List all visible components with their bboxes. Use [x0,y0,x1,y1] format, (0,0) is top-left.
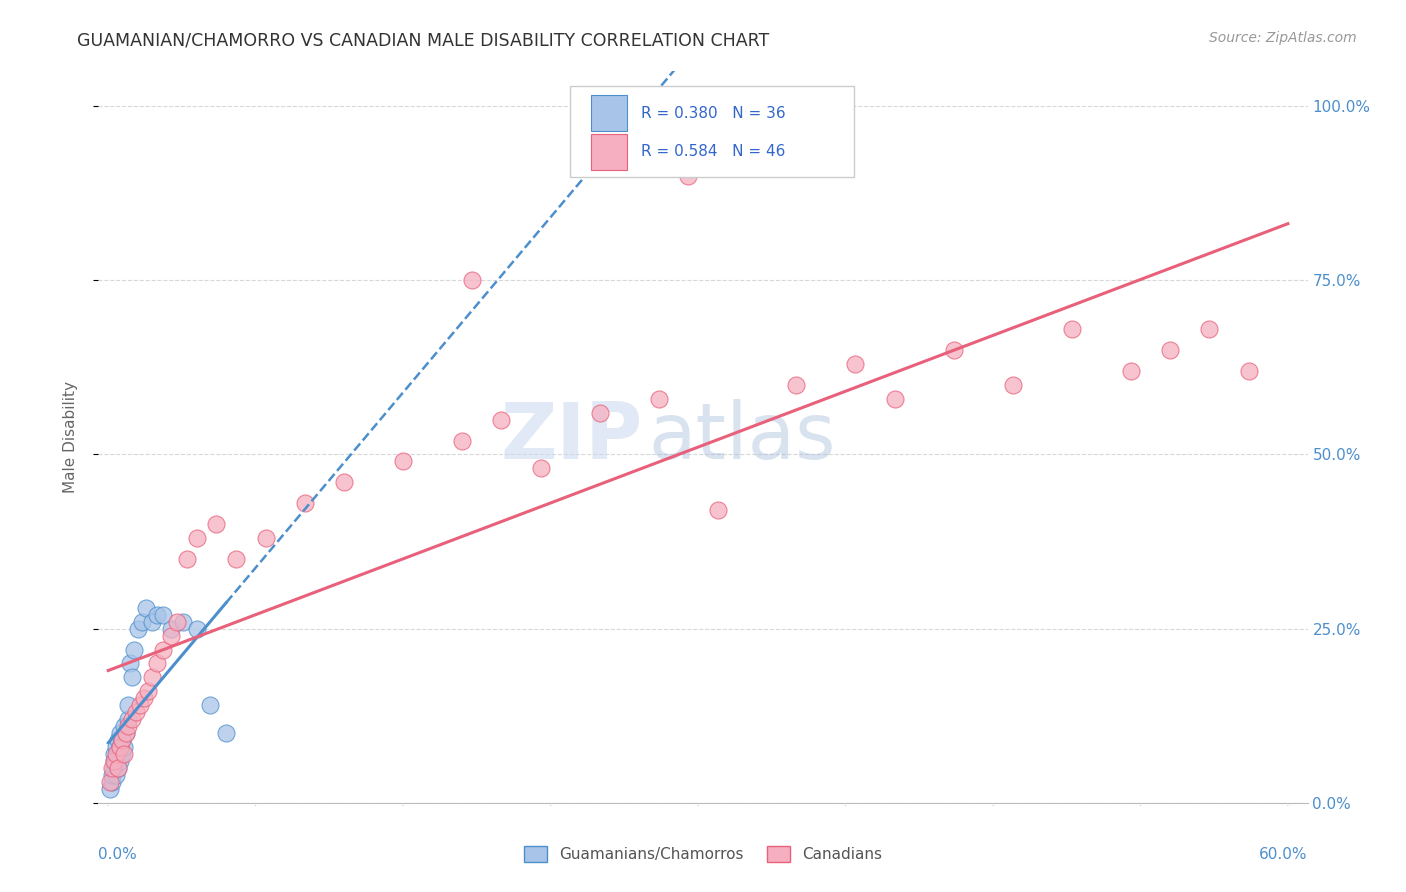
Point [131,615,153,629]
Point [146,657,169,671]
Point [186,531,208,545]
Point [883,392,905,406]
Point [166,615,188,629]
Point [98,781,121,796]
Point [103,747,125,761]
Point [103,754,125,768]
Point [111,747,134,761]
Point [200,698,222,713]
Point [107,761,129,775]
Point [103,761,125,775]
Point [172,615,194,629]
Point [101,768,124,782]
Point [146,607,169,622]
Point [107,747,129,761]
Text: 60.0%: 60.0% [1260,847,1308,862]
Point [136,684,159,698]
Point [844,357,866,371]
FancyBboxPatch shape [569,86,855,178]
Point [648,392,671,406]
Point [186,622,208,636]
Point [118,657,141,671]
Point [225,552,247,566]
Text: GUAMANIAN/CHAMORRO VS CANADIAN MALE DISABILITY CORRELATION CHART: GUAMANIAN/CHAMORRO VS CANADIAN MALE DISA… [77,31,769,49]
Point [112,740,135,755]
Point [942,343,965,357]
Y-axis label: Male Disability: Male Disability [63,381,77,493]
Point [125,705,148,719]
Point [1198,322,1220,336]
Point [1159,343,1181,357]
Text: atlas: atlas [648,399,837,475]
Text: ZIP: ZIP [501,399,643,475]
Point [451,434,474,448]
Point [135,600,157,615]
Point [98,775,121,789]
Point [103,754,125,768]
Point [141,615,163,629]
Point [115,726,138,740]
Point [530,461,553,475]
Point [706,503,728,517]
Point [205,517,228,532]
Point [108,726,131,740]
Point [461,273,484,287]
FancyBboxPatch shape [591,134,627,170]
Point [215,726,238,740]
Point [491,412,513,426]
Point [111,733,134,747]
Text: R = 0.380   N = 36: R = 0.380 N = 36 [641,105,786,120]
Point [678,169,700,183]
Point [121,670,143,684]
Point [117,712,139,726]
FancyBboxPatch shape [591,95,627,131]
Point [176,552,198,566]
Point [254,531,277,545]
Point [294,496,316,510]
Point [107,761,129,775]
Point [105,754,128,768]
Point [160,629,183,643]
Text: Source: ZipAtlas.com: Source: ZipAtlas.com [1209,31,1357,45]
Point [101,775,124,789]
Point [1119,364,1142,378]
Point [112,747,135,761]
Point [105,740,128,755]
Point [117,698,139,713]
Point [105,768,128,782]
Point [128,698,150,713]
Text: 0.0%: 0.0% [98,847,138,862]
Point [105,747,128,761]
Text: R = 0.584   N = 46: R = 0.584 N = 46 [641,145,786,160]
Point [333,475,356,490]
Point [111,733,134,747]
Point [589,406,612,420]
Point [141,670,163,684]
Point [1001,377,1024,392]
Point [160,622,183,636]
Point [1237,364,1260,378]
Point [112,719,135,733]
Point [117,719,139,733]
Legend: Guamanians/Chamorros, Canadians: Guamanians/Chamorros, Canadians [517,839,889,868]
Point [152,642,174,657]
Point [132,691,155,706]
Point [122,642,145,657]
Point [108,754,131,768]
Point [152,607,174,622]
Point [127,622,149,636]
Point [1060,322,1083,336]
Point [107,733,129,747]
Point [392,454,415,468]
Point [115,726,138,740]
Point [121,712,143,726]
Point [108,740,131,755]
Point [101,761,124,775]
Point [785,377,807,392]
Point [108,740,131,755]
